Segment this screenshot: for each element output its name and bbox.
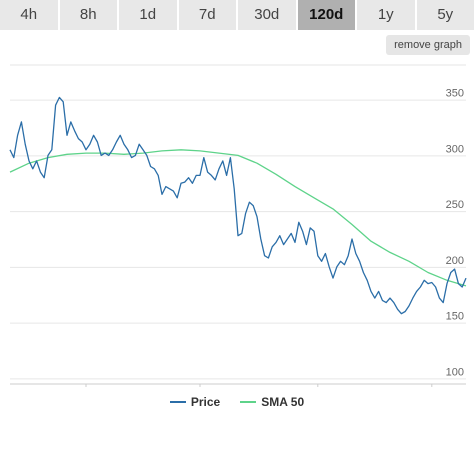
- tab-30d[interactable]: 30d: [238, 0, 296, 30]
- timeframe-tab-bar: 4h 8h 1d 7d 30d 120d 1y 5y: [0, 0, 474, 30]
- y-tick-label: 350: [446, 88, 464, 100]
- y-tick-label: 150: [446, 311, 464, 323]
- tab-5y[interactable]: 5y: [416, 0, 474, 30]
- legend-item-sma50[interactable]: SMA 50: [240, 395, 304, 409]
- price-series-line: [9, 96, 467, 315]
- y-tick-label: 300: [446, 143, 464, 155]
- y-tick-label: 100: [446, 366, 464, 378]
- y-tick-label: 250: [446, 199, 464, 211]
- legend-swatch-sma50: [240, 401, 257, 403]
- tab-8h[interactable]: 8h: [59, 0, 117, 30]
- tab-4h[interactable]: 4h: [0, 0, 58, 30]
- tab-7d[interactable]: 7d: [178, 0, 236, 30]
- remove-graph-button[interactable]: remove graph: [386, 35, 470, 55]
- legend-swatch-price: [169, 401, 186, 403]
- tab-1d[interactable]: 1d: [119, 0, 177, 30]
- sma50-series-line: [9, 149, 467, 287]
- chart-legend: Price SMA 50: [0, 392, 474, 412]
- legend-item-price[interactable]: Price: [169, 395, 221, 409]
- tab-1y[interactable]: 1y: [357, 0, 415, 30]
- legend-label-price: Price: [190, 395, 221, 409]
- price-chart: 100150200250300350Sep '25Oct '25Nov '25D…: [9, 64, 467, 387]
- legend-label-sma50: SMA 50: [261, 395, 305, 409]
- tab-120d[interactable]: 120d: [297, 0, 355, 30]
- y-tick-label: 200: [446, 255, 464, 267]
